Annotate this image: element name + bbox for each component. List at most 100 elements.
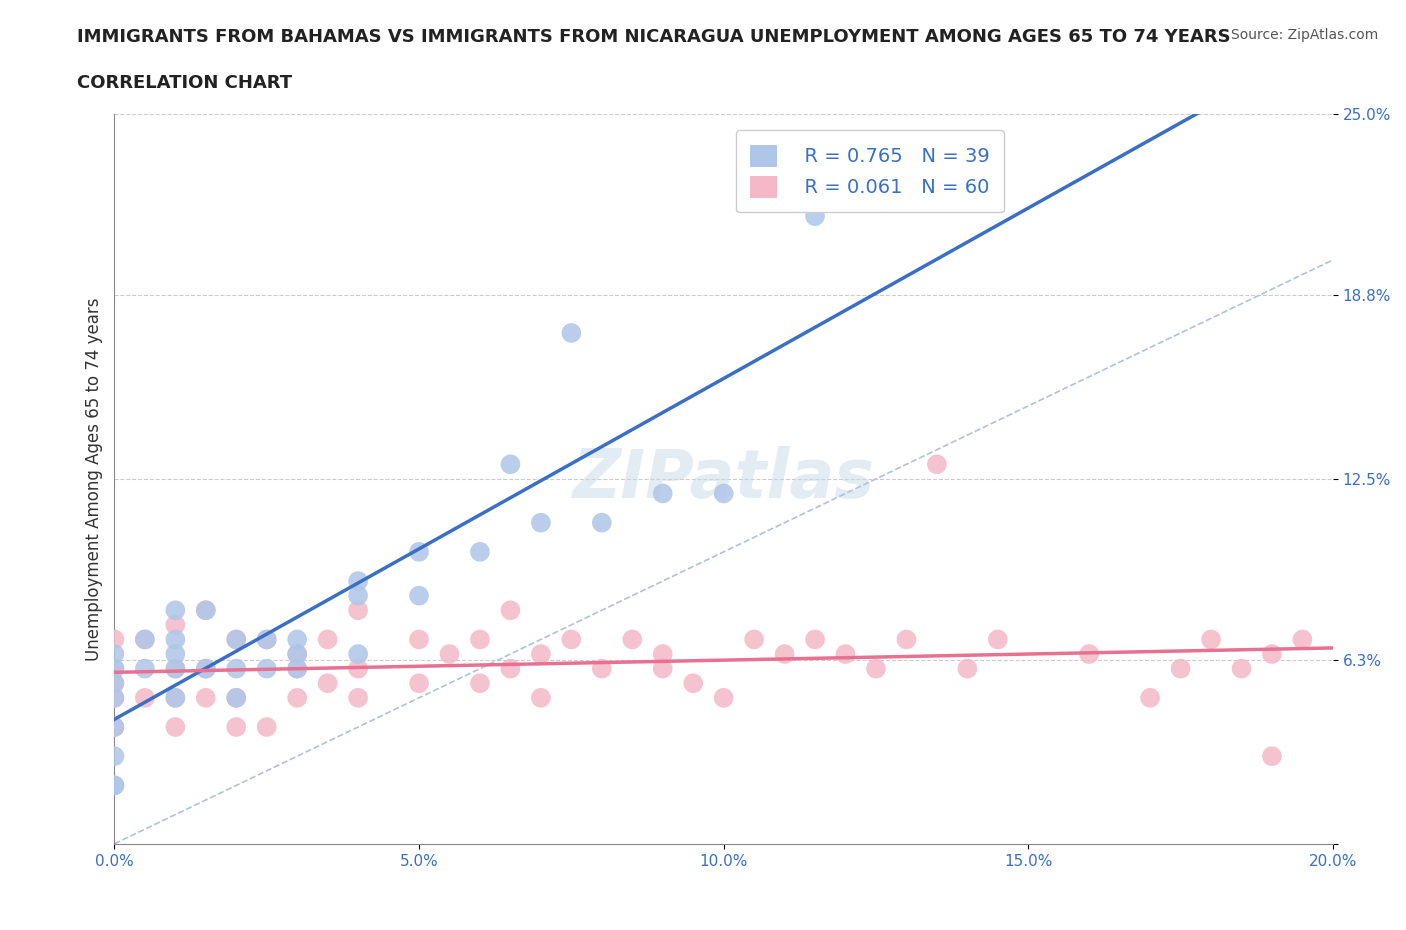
Point [285,690,308,705]
Point [347,588,370,603]
Point [1170,661,1192,676]
Point [194,661,217,676]
Point [225,632,247,647]
Point [347,661,370,676]
Point [285,632,308,647]
Point [530,646,553,661]
Point [103,690,125,705]
Point [591,515,613,530]
Point [256,720,278,735]
Point [408,544,430,559]
Point [103,749,125,764]
Point [103,676,125,691]
Point [956,661,979,676]
Point [103,661,125,676]
Point [316,632,339,647]
Point [651,646,673,661]
Point [225,661,247,676]
Point [165,690,187,705]
Text: Source: ZipAtlas.com: Source: ZipAtlas.com [1230,28,1378,42]
Point [285,661,308,676]
Point [194,603,217,618]
Point [285,646,308,661]
Point [103,661,125,676]
Point [285,661,308,676]
Point [165,720,187,735]
Point [225,720,247,735]
Point [134,690,156,705]
Point [225,690,247,705]
Point [499,603,522,618]
Point [285,646,308,661]
Point [468,544,491,559]
Point [134,632,156,647]
Point [1199,632,1222,647]
Point [651,486,673,501]
Point [194,661,217,676]
Point [439,646,461,661]
Point [194,603,217,618]
Point [347,646,370,661]
Point [347,574,370,589]
Point [225,690,247,705]
Point [316,676,339,691]
Point [1230,661,1253,676]
Point [347,603,370,618]
Point [103,632,125,647]
Point [987,632,1010,647]
Point [560,632,582,647]
Text: CORRELATION CHART: CORRELATION CHART [77,74,292,92]
Point [468,632,491,647]
Point [165,661,187,676]
Point [408,632,430,647]
Point [194,690,217,705]
Point [103,720,125,735]
Legend:   R = 0.765   N = 39,   R = 0.061   N = 60: R = 0.765 N = 39, R = 0.061 N = 60 [735,130,1004,212]
Point [834,646,856,661]
Point [165,618,187,632]
Point [408,588,430,603]
Point [530,515,553,530]
Point [1261,646,1284,661]
Point [560,326,582,340]
Y-axis label: Unemployment Among Ages 65 to 74 years: Unemployment Among Ages 65 to 74 years [86,298,103,660]
Point [1261,749,1284,764]
Point [896,165,918,179]
Point [134,661,156,676]
Point [165,661,187,676]
Point [103,778,125,793]
Point [713,486,735,501]
Point [103,690,125,705]
Point [651,661,673,676]
Point [103,720,125,735]
Point [804,632,827,647]
Point [165,632,187,647]
Point [468,676,491,691]
Point [591,661,613,676]
Point [256,661,278,676]
Point [165,690,187,705]
Point [621,632,644,647]
Point [225,632,247,647]
Point [1139,690,1161,705]
Point [408,676,430,691]
Point [103,646,125,661]
Point [530,690,553,705]
Point [347,690,370,705]
Text: IMMIGRANTS FROM BAHAMAS VS IMMIGRANTS FROM NICARAGUA UNEMPLOYMENT AMONG AGES 65 : IMMIGRANTS FROM BAHAMAS VS IMMIGRANTS FR… [77,28,1232,46]
Point [103,778,125,793]
Point [896,632,918,647]
Point [682,676,704,691]
Point [773,646,796,661]
Point [804,208,827,223]
Point [103,676,125,691]
Point [256,632,278,647]
Point [165,603,187,618]
Point [742,632,765,647]
Point [165,646,187,661]
Point [1078,646,1101,661]
Point [1291,632,1313,647]
Point [925,457,948,472]
Point [134,632,156,647]
Point [256,632,278,647]
